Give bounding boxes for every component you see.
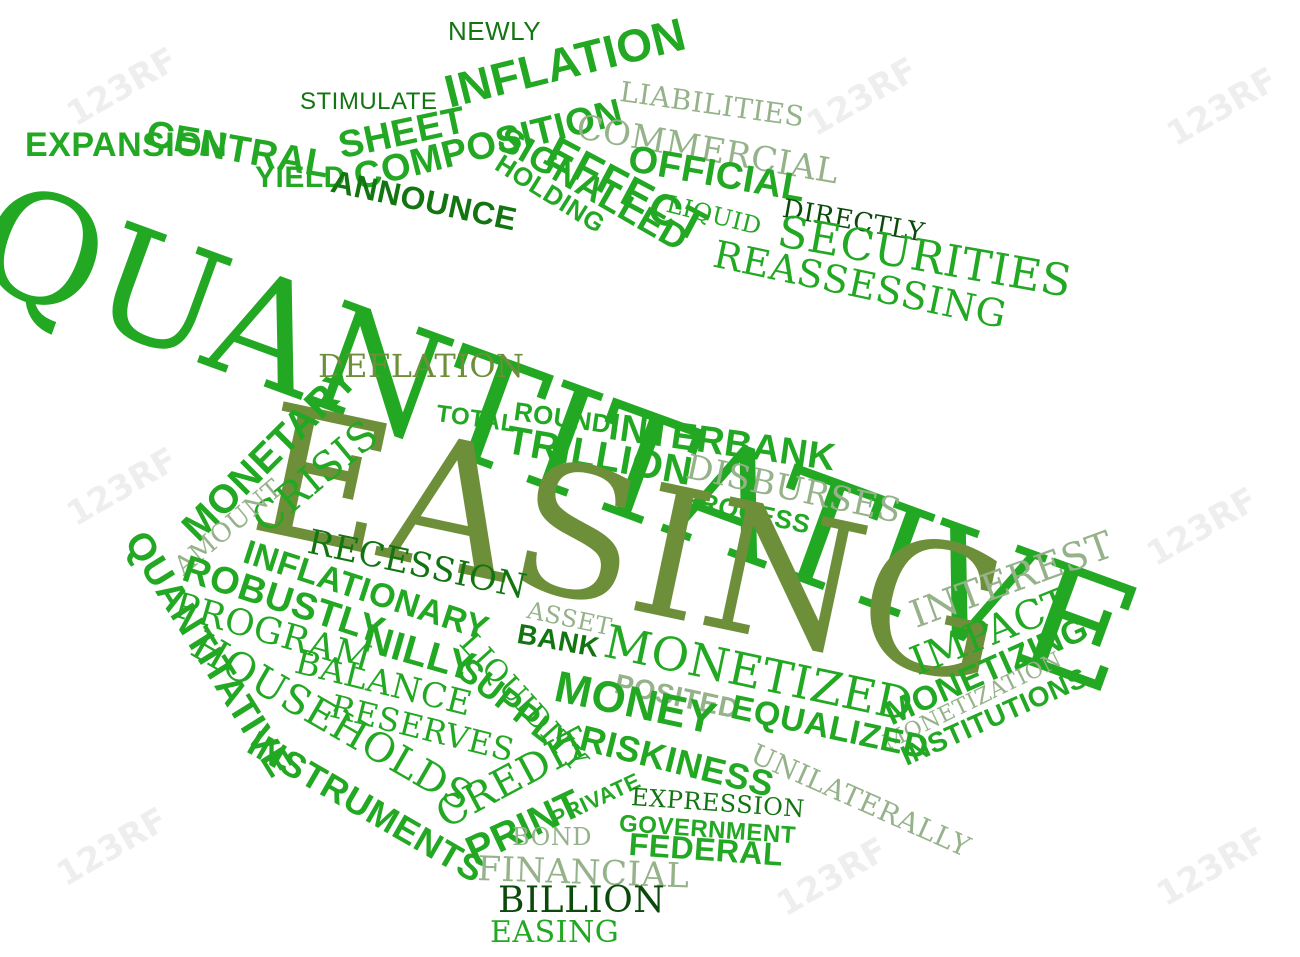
word-bond-62: BOND xyxy=(512,823,592,851)
word-newly-0: NEWLY xyxy=(448,16,542,46)
word-easing-65: EASING xyxy=(490,915,620,950)
word-deflation-20: DEFLATION xyxy=(318,347,525,385)
word-expansion-6: EXPANSION xyxy=(25,126,228,164)
word-yield-7: YIELD xyxy=(255,161,346,194)
watermark-7: 123RF xyxy=(1150,819,1275,915)
watermark-1: 123RF xyxy=(800,49,925,145)
watermark-5: 123RF xyxy=(50,799,175,895)
watermark-4: 123RF xyxy=(1140,479,1265,575)
word-stimulate-2: STIMULATE xyxy=(300,88,438,115)
watermark-3: 123RF xyxy=(60,439,185,535)
word-billion-64: BILLION xyxy=(498,880,666,921)
watermark-2: 123RF xyxy=(1160,59,1285,155)
